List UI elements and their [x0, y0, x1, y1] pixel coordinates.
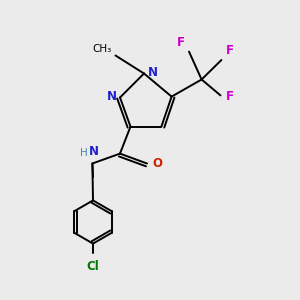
Text: O: O	[152, 157, 162, 170]
Text: F: F	[226, 90, 234, 104]
Text: Cl: Cl	[87, 260, 99, 272]
Text: N: N	[107, 89, 117, 103]
Text: H: H	[80, 148, 88, 158]
Text: F: F	[226, 44, 234, 57]
Text: N: N	[148, 65, 158, 79]
Text: CH₃: CH₃	[93, 44, 112, 54]
Text: N: N	[89, 145, 99, 158]
Text: F: F	[176, 36, 184, 49]
